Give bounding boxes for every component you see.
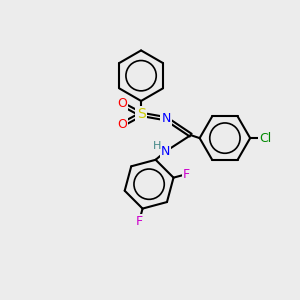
Text: F: F	[183, 168, 190, 181]
Text: Cl: Cl	[259, 132, 271, 145]
Text: H: H	[153, 141, 161, 151]
Text: S: S	[137, 107, 146, 121]
Text: F: F	[136, 215, 143, 228]
Text: N: N	[162, 112, 171, 125]
Text: O: O	[117, 118, 127, 131]
Text: N: N	[161, 145, 170, 158]
Text: O: O	[117, 98, 127, 110]
